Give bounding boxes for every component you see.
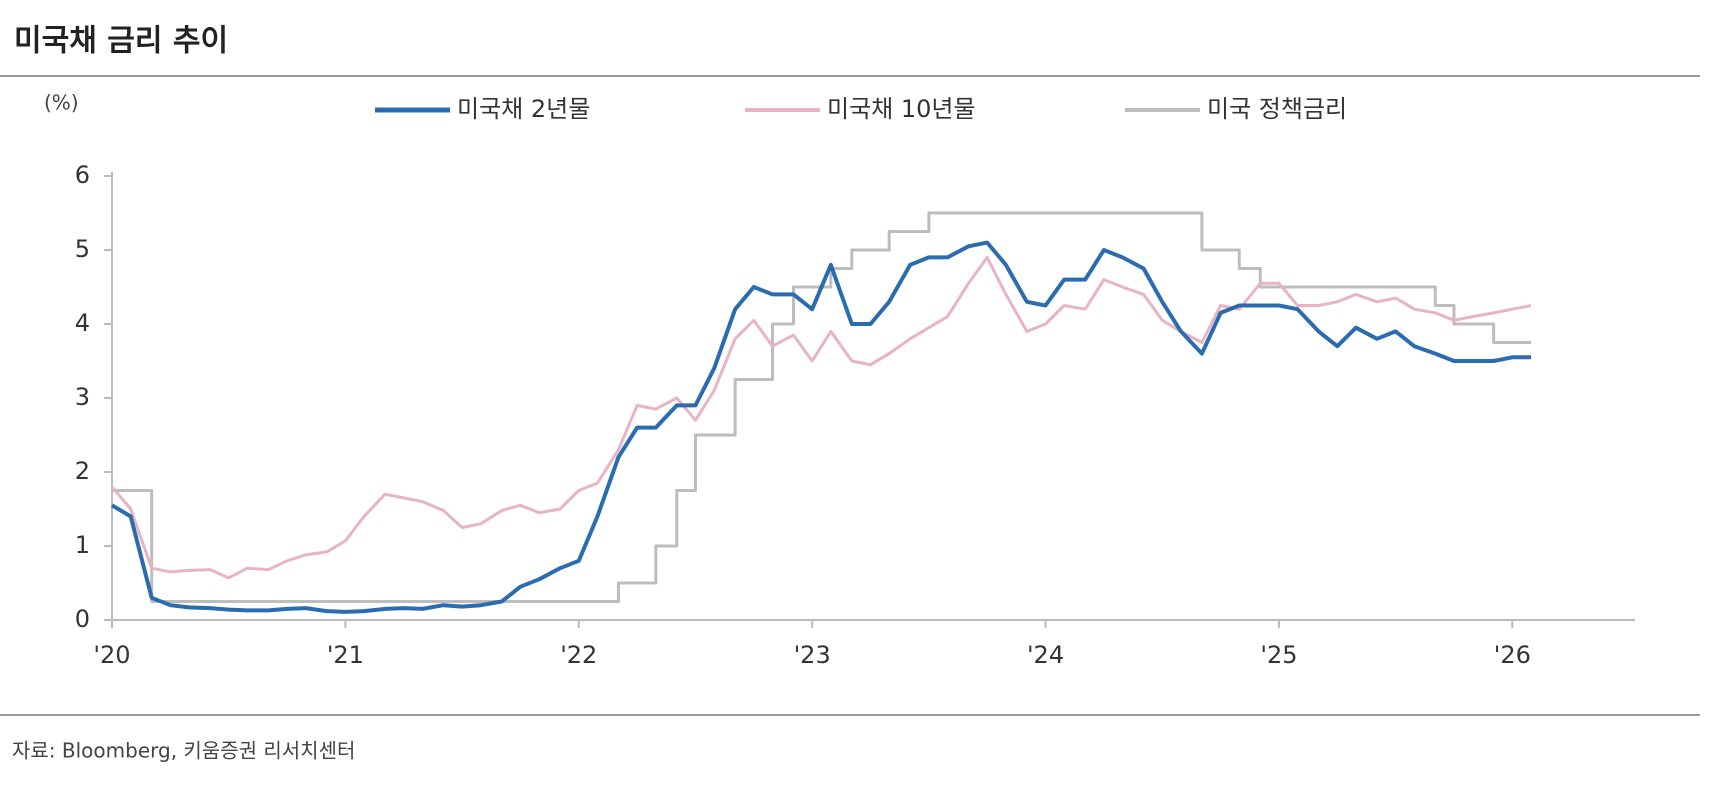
source-note: 자료: Bloomberg, 키움증권 리서치센터: [12, 739, 355, 763]
x-tick-label: '22: [560, 641, 597, 669]
x-tick-label: '25: [1260, 641, 1297, 669]
y-tick-label: 1: [75, 531, 90, 559]
y-tick-label: 0: [75, 605, 90, 633]
x-tick-label: '26: [1494, 641, 1531, 669]
x-tick-label: '20: [93, 641, 130, 669]
y-tick-label: 2: [75, 457, 90, 485]
chart-title: 미국채 금리 추이: [14, 24, 228, 59]
series-line: [110, 240, 1531, 614]
y-tick-label: 5: [75, 235, 90, 263]
y-unit: (%): [44, 91, 79, 115]
legend-label: 미국채 2년물: [457, 95, 590, 123]
legend-label: 미국 정책금리: [1207, 95, 1347, 123]
legend-label: 미국채 10년물: [827, 95, 976, 123]
series-line: [112, 211, 1531, 603]
series-line: [110, 255, 1532, 580]
y-tick-label: 6: [75, 161, 90, 189]
y-tick-label: 4: [75, 309, 90, 337]
y-tick-label: 3: [75, 383, 90, 411]
x-tick-label: '21: [327, 641, 364, 669]
x-tick-label: '24: [1027, 641, 1064, 669]
x-tick-label: '23: [794, 641, 831, 669]
